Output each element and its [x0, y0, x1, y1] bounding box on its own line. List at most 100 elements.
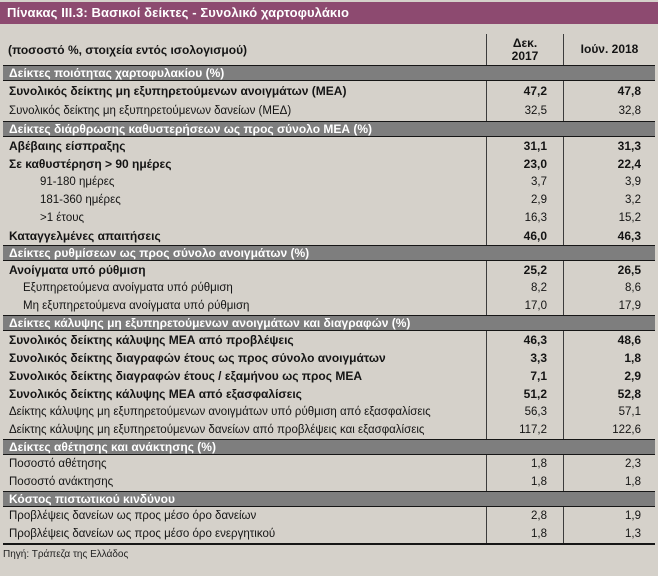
- row-label: Συνολικός δείκτης κάλυψης ΜΕΑ από εξασφα…: [9, 387, 302, 401]
- row-value-jun2018: 3,9: [563, 173, 655, 191]
- row-value-dec2017: 7,1: [486, 367, 563, 385]
- row-value-dec2017: 46,0: [486, 227, 563, 245]
- table-sections: Δείκτες ποιότητας χαρτοφυλακίου (%) Συνολ…: [3, 65, 655, 543]
- row-label: Δείκτης κάλυψης μη εξυπηρετούμενων ανοιγ…: [9, 406, 431, 418]
- table-title: Πίνακας III.3: Βασικοί δείκτες - Συνολικ…: [7, 5, 350, 20]
- row-label: 181-360 ημέρες: [40, 194, 121, 206]
- row-value-jun2018: 57,1: [563, 403, 655, 421]
- row-value-jun2018: 26,5: [563, 261, 655, 279]
- section-header: Δείκτες ποιότητας χαρτοφυλακίου (%): [3, 65, 655, 81]
- row-label: Σε καθυστέρηση > 90 ημέρες: [9, 157, 172, 171]
- row-value-dec2017: 47,2: [486, 81, 563, 101]
- row-value-dec2017: 25,2: [486, 261, 563, 279]
- row-value-dec2017: 1,8: [486, 473, 563, 491]
- table-row: Εξυπηρετούμενα ανοίγματα υπό ρύθμιση 8,2 8…: [3, 279, 655, 297]
- row-label: Εξυπηρετούμενα ανοίγματα υπό ρύθμιση: [23, 282, 233, 294]
- row-value-dec2017: 2,8: [486, 507, 563, 525]
- row-value-jun2018: 31,3: [563, 137, 655, 155]
- table-section: Κόστος πιστωτικού κινδύνου Προβλέψεις δαν…: [3, 491, 655, 543]
- row-label: Ανοίγματα υπό ρύθμιση: [9, 263, 146, 277]
- table-row: 181-360 ημέρες 2,9 3,2: [3, 191, 655, 209]
- row-value-jun2018: 17,9: [563, 297, 655, 315]
- section-header: Δείκτες αθέτησης και ανάκτησης (%): [3, 439, 655, 455]
- table-row: Αβέβαιης είσπραξης 31,1 31,3: [3, 137, 655, 155]
- column-jun2018-header: Ιούν. 2018: [563, 34, 655, 65]
- row-value-jun2018: 1,8: [563, 349, 655, 367]
- row-label: >1 έτους: [40, 212, 85, 224]
- row-label: Καταγγελμένες απαιτήσεις: [9, 229, 161, 243]
- row-value-jun2018: 52,8: [563, 385, 655, 403]
- table-row: Ποσοστό ανάκτησης 1,8 1,8: [3, 473, 655, 491]
- table-section: Δείκτες διάρθρωσης καθυστερήσεων ως προς…: [3, 121, 655, 245]
- table-row: Ποσοστό αθέτησης 1,8 2,3: [3, 455, 655, 473]
- source-note: Πηγή: Τράπεζα της Ελλάδος: [3, 549, 129, 560]
- row-value-jun2018: 32,8: [563, 101, 655, 121]
- row-value-dec2017: 51,2: [486, 385, 563, 403]
- row-value-jun2018: 3,2: [563, 191, 655, 209]
- table-section: Δείκτες αθέτησης και ανάκτησης (%) Ποσοστ…: [3, 439, 655, 491]
- table-row: Μη εξυπηρετούμενα ανοίγματα υπό ρύθμιση 1…: [3, 297, 655, 315]
- section-header: Δείκτες ρυθμίσεων ως προς σύνολο ανοιγμά…: [3, 245, 655, 261]
- table-row: Καταγγελμένες απαιτήσεις 46,0 46,3: [3, 227, 655, 245]
- table-row: Συνολικός δείκτης μη εξυπηρετούμενων δαν…: [3, 101, 655, 121]
- table-title-bar: Πίνακας III.3: Βασικοί δείκτες - Συνολικ…: [0, 2, 658, 24]
- row-label: Ποσοστό ανάκτησης: [9, 476, 114, 488]
- row-label: Μη εξυπηρετούμενα ανοίγματα υπό ρύθμιση: [23, 300, 250, 312]
- table-section: Δείκτες ρυθμίσεων ως προς σύνολο ανοιγμά…: [3, 245, 655, 315]
- table-row: Συνολικός δείκτης μη εξυπηρετούμενων ανο…: [3, 81, 655, 101]
- row-value-jun2018: 22,4: [563, 155, 655, 173]
- row-label: Συνολικός δείκτης μη εξυπηρετούμενων δαν…: [9, 105, 292, 117]
- row-value-jun2018: 2,9: [563, 367, 655, 385]
- row-value-jun2018: 122,6: [563, 421, 655, 439]
- row-label: Προβλέψεις δανείων ως προς μέσο όρο ενερ…: [9, 528, 276, 540]
- row-value-dec2017: 17,0: [486, 297, 563, 315]
- row-label: Προβλέψεις δανείων ως προς μέσο όρο δανε…: [9, 510, 257, 522]
- table-row: Συνολικός δείκτης διαγραφών έτους / εξαμ…: [3, 367, 655, 385]
- row-value-jun2018: 15,2: [563, 209, 655, 227]
- row-value-dec2017: 8,2: [486, 279, 563, 297]
- columns-header-row: (ποσοστό %, στοιχεία εντός ισολογισμού) …: [3, 34, 655, 65]
- table-row: Προβλέψεις δανείων ως προς μέσο όρο ενερ…: [3, 525, 655, 543]
- row-value-dec2017: 3,3: [486, 349, 563, 367]
- column-label-header: (ποσοστό %, στοιχεία εντός ισολογισμού): [8, 42, 248, 57]
- indicators-table: (ποσοστό %, στοιχεία εντός ισολογισμού) …: [3, 34, 655, 545]
- row-label: Συνολικός δείκτης διαγραφών έτους / εξαμ…: [9, 369, 362, 383]
- title-gap: [0, 24, 658, 34]
- table-row: Συνολικός δείκτης κάλυψης ΜΕΑ από προβλέ…: [3, 331, 655, 349]
- table-row: >1 έτους 16,3 15,2: [3, 209, 655, 227]
- row-value-dec2017: 32,5: [486, 101, 563, 121]
- row-value-dec2017: 2,9: [486, 191, 563, 209]
- table-row: Συνολικός δείκτης κάλυψης ΜΕΑ από εξασφα…: [3, 385, 655, 403]
- section-header: Δείκτες κάλυψης μη εξυπηρετούμενων ανοιγ…: [3, 315, 655, 331]
- table-row: Δείκτης κάλυψης μη εξυπηρετούμενων ανοιγ…: [3, 403, 655, 421]
- table-row: 91-180 ημέρες 3,7 3,9: [3, 173, 655, 191]
- row-label: Αβέβαιης είσπραξης: [9, 139, 126, 153]
- row-value-jun2018: 2,3: [563, 455, 655, 473]
- row-value-jun2018: 48,6: [563, 331, 655, 349]
- row-value-jun2018: 8,6: [563, 279, 655, 297]
- row-value-jun2018: 47,8: [563, 81, 655, 101]
- table-row: Σε καθυστέρηση > 90 ημέρες 23,0 22,4: [3, 155, 655, 173]
- table-row: Συνολικός δείκτης διαγραφών έτους ως προ…: [3, 349, 655, 367]
- table-row: Προβλέψεις δανείων ως προς μέσο όρο δανε…: [3, 507, 655, 525]
- row-value-dec2017: 56,3: [486, 403, 563, 421]
- row-value-dec2017: 3,7: [486, 173, 563, 191]
- row-value-dec2017: 31,1: [486, 137, 563, 155]
- row-value-dec2017: 16,3: [486, 209, 563, 227]
- column-dec2017-header: Δεκ. 2017: [486, 34, 563, 65]
- row-value-jun2018: 1,8: [563, 473, 655, 491]
- row-value-dec2017: 1,8: [486, 525, 563, 543]
- section-header: Κόστος πιστωτικού κινδύνου: [3, 491, 655, 507]
- row-label: Δείκτης κάλυψης μη εξυπηρετούμενων δανεί…: [9, 424, 425, 436]
- row-label: Ποσοστό αθέτησης: [9, 458, 107, 470]
- section-header: Δείκτες διάρθρωσης καθυστερήσεων ως προς…: [3, 121, 655, 137]
- row-value-dec2017: 1,8: [486, 455, 563, 473]
- row-label: 91-180 ημέρες: [40, 176, 115, 188]
- row-label: Συνολικός δείκτης μη εξυπηρετούμενων ανο…: [9, 84, 347, 98]
- table-section: Δείκτες ποιότητας χαρτοφυλακίου (%) Συνολ…: [3, 65, 655, 121]
- row-value-dec2017: 23,0: [486, 155, 563, 173]
- table-row: Δείκτης κάλυψης μη εξυπηρετούμενων δανεί…: [3, 421, 655, 439]
- row-label: Συνολικός δείκτης διαγραφών έτους ως προ…: [9, 351, 386, 365]
- row-value-jun2018: 1,9: [563, 507, 655, 525]
